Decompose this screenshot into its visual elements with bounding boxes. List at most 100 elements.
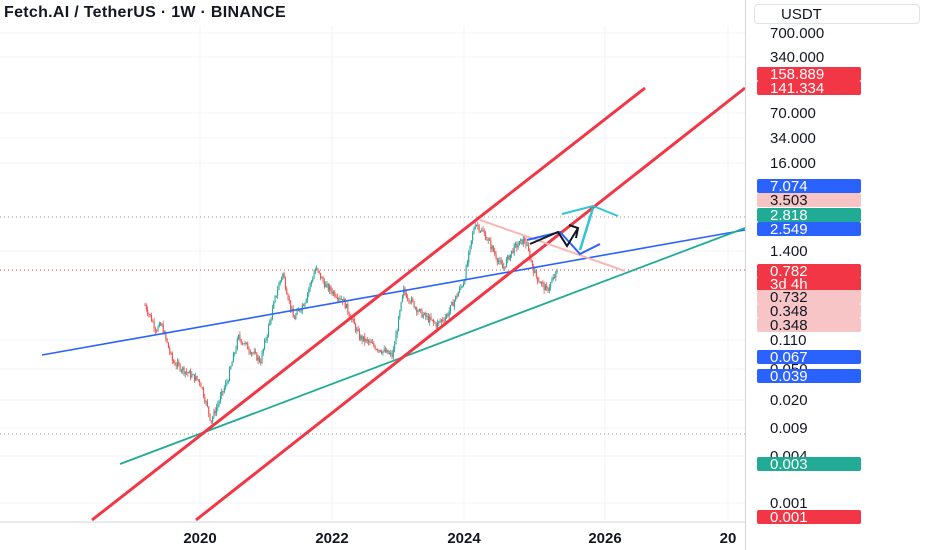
candle-body — [234, 352, 236, 354]
candle-body — [546, 285, 548, 288]
price-label-text: 158.889 — [770, 66, 824, 83]
price-label-box — [757, 81, 861, 95]
candle-body — [548, 287, 550, 291]
candle-body — [296, 310, 298, 315]
candle-body — [186, 371, 188, 373]
candle-body — [459, 287, 461, 293]
candle-body — [444, 317, 446, 321]
price-label-text: 0.003 — [770, 456, 808, 473]
candle-body — [256, 352, 258, 361]
candle-body — [496, 258, 498, 263]
price-label-text: 0.732 — [770, 289, 808, 306]
green-trend-line — [119, 227, 746, 465]
candle-body — [420, 309, 422, 311]
candle-body — [248, 349, 250, 352]
candle-body — [151, 315, 153, 322]
candle-body — [286, 288, 288, 295]
price-label-box — [757, 264, 861, 278]
candle-body — [265, 339, 267, 341]
candle-body — [502, 263, 504, 269]
time-axis-background — [0, 522, 745, 550]
candle-body — [162, 324, 164, 334]
candle-body — [427, 316, 429, 322]
price-label-box — [757, 277, 861, 291]
candle-body — [171, 353, 173, 361]
candle-body — [446, 314, 448, 318]
candle-body — [317, 268, 319, 271]
candle-body — [499, 260, 501, 262]
candle-body — [466, 262, 468, 267]
candle-body — [399, 310, 401, 317]
candle-body — [340, 299, 342, 301]
candle-body — [495, 254, 497, 259]
candle-body — [479, 231, 481, 233]
candle-body — [409, 301, 411, 303]
candle-body — [356, 329, 358, 331]
y-tick-label: 70.000 — [770, 105, 816, 122]
candle-body — [469, 245, 471, 253]
candle-body — [554, 277, 556, 279]
candle-body — [221, 391, 223, 396]
candle-body — [473, 228, 475, 234]
candle-body — [382, 350, 384, 354]
candle-body — [528, 245, 530, 251]
candle-body — [542, 282, 544, 284]
candle-body — [391, 353, 393, 357]
candle-body — [525, 240, 527, 246]
candle-body — [447, 314, 449, 316]
y-tick-label: 0.009 — [770, 420, 808, 437]
y-tick-label: 340.000 — [770, 49, 824, 66]
candle-body — [193, 374, 195, 381]
candle-body — [443, 320, 445, 322]
candle-body — [281, 277, 283, 281]
candle-body — [492, 246, 494, 252]
candle-body — [252, 352, 254, 354]
candle-body — [348, 312, 350, 317]
candle-body — [323, 281, 325, 288]
currency-selector-button[interactable]: USDT — [754, 4, 920, 24]
candle-body — [204, 396, 206, 403]
candle-body — [489, 239, 491, 241]
candle-body — [470, 240, 472, 246]
candle-body — [205, 401, 207, 403]
price-label-text: 2.549 — [770, 221, 808, 238]
candle-body — [179, 364, 181, 371]
candle-body — [435, 323, 437, 328]
candle-body — [457, 292, 459, 297]
candle-body — [238, 334, 240, 339]
candle-body — [373, 343, 375, 347]
candle-body — [431, 319, 433, 321]
candle-body — [407, 297, 409, 299]
candle-body — [201, 387, 203, 389]
candle-body — [416, 307, 418, 313]
candle-body — [434, 322, 436, 324]
candle-body — [290, 300, 292, 310]
candle-body — [287, 294, 289, 300]
candle-body — [156, 330, 158, 332]
candle-body — [268, 325, 270, 336]
candle-body — [173, 360, 175, 363]
candle-body — [539, 281, 541, 284]
candle-body — [429, 316, 431, 322]
candle-body — [325, 284, 327, 288]
drawing-tools — [41, 86, 746, 522]
candle-body — [149, 314, 151, 316]
candle-body — [223, 387, 225, 392]
price-label-box — [757, 208, 861, 222]
candle-body — [203, 388, 205, 397]
axis-separator — [745, 0, 746, 550]
price-label-text: 0.782 — [770, 263, 808, 280]
candle-body — [509, 254, 511, 260]
candle-body — [344, 298, 346, 309]
candle-body — [304, 303, 306, 307]
candle-body — [357, 329, 359, 331]
candle-body — [231, 362, 233, 367]
candle-body — [378, 350, 380, 352]
candle-body — [309, 283, 311, 290]
candle-body — [414, 307, 416, 309]
candle-body — [320, 272, 322, 279]
price-label-box — [757, 193, 861, 207]
candle-body — [512, 250, 514, 253]
candle-body — [242, 343, 244, 345]
